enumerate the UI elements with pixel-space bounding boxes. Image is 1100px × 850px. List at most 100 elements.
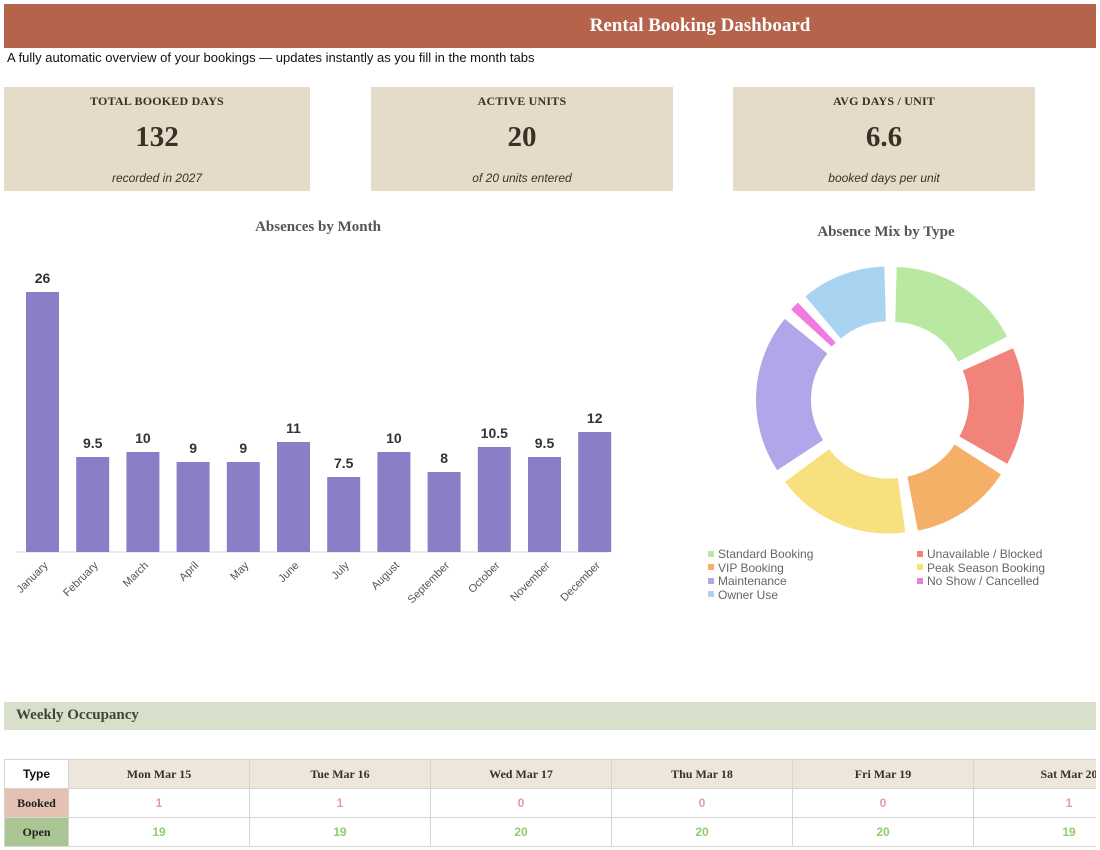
row-label-booked: Booked xyxy=(4,788,69,818)
legend-item: Unavailable / Blocked xyxy=(917,547,1042,561)
day-column-header: Sat Mar 20 xyxy=(973,759,1096,789)
kpi-label: TOTAL BOOKED DAYS xyxy=(90,94,224,108)
bar-data-label: 26 xyxy=(35,270,51,286)
slice-peak-season-booking xyxy=(784,449,906,534)
x-tick-label: March xyxy=(121,560,151,590)
open-cell: 20 xyxy=(611,817,793,847)
open-cell: 19 xyxy=(68,817,250,847)
weekly-occupancy-table: Type Mon Mar 15 Tue Mar 16 Wed Mar 17 Th… xyxy=(4,759,1096,847)
legend-item: VIP Booking xyxy=(708,561,784,575)
booked-cell: 1 xyxy=(249,788,431,818)
legend-label: VIP Booking xyxy=(718,560,784,575)
day-column-header: Mon Mar 15 xyxy=(68,759,250,789)
x-tick-label: January xyxy=(14,559,51,596)
legend-label: Maintenance xyxy=(718,574,787,588)
booked-cell: 0 xyxy=(430,788,612,818)
legend-label: Unavailable / Blocked xyxy=(927,547,1043,561)
kpi-subtext: recorded in 2027 xyxy=(111,171,203,185)
kpi-card-active-units: ACTIVE UNITS 20 of 20 units entered xyxy=(371,87,673,191)
kpi-label: AVG DAYS / UNIT xyxy=(832,94,936,108)
weekly-occupancy-header: Weekly Occupancy xyxy=(4,702,1096,730)
booked-cell: 1 xyxy=(68,788,250,818)
booked-cell: 0 xyxy=(792,788,974,818)
dashboard-subtitle: A fully automatic overview of your booki… xyxy=(7,50,535,65)
bar-data-label: 9 xyxy=(239,440,247,456)
day-column-header: Wed Mar 17 xyxy=(430,759,612,789)
slice-no-show-cancelled xyxy=(791,302,836,347)
absences-by-month-chart: 26 January 9.5 February 10 March 9 April 9 May 11 J… xyxy=(14,270,612,606)
bar-december xyxy=(578,432,612,552)
open-cell: 20 xyxy=(430,817,612,847)
dashboard-title: Rental Booking Dashboard xyxy=(589,15,811,36)
kpi-value: 20 xyxy=(507,121,537,153)
x-tick-label: October xyxy=(466,559,502,595)
dashboard-title-bar: Rental Booking Dashboard xyxy=(4,4,1096,48)
row-label-open: Open xyxy=(4,817,69,847)
legend-swatch xyxy=(708,591,714,598)
slice-standard-booking xyxy=(895,266,1008,362)
bar-march xyxy=(126,452,160,552)
legend-item: Maintenance xyxy=(708,574,787,588)
kpi-subtext: booked days per unit xyxy=(828,171,940,185)
x-tick-label: November xyxy=(508,559,553,604)
bar-data-label: 9.5 xyxy=(83,435,103,451)
x-tick-label: May xyxy=(228,559,252,583)
donut-chart-title: Absence Mix by Type xyxy=(817,224,955,240)
legend-item: Peak Season Booking xyxy=(917,561,1045,575)
legend-swatch xyxy=(708,550,714,557)
bar-data-label: 12 xyxy=(587,410,603,426)
x-tick-label: September xyxy=(406,559,453,606)
legend-swatch xyxy=(708,564,714,571)
bar-july xyxy=(327,477,361,552)
slice-vip-booking xyxy=(907,444,1001,531)
legend-label: Peak Season Booking xyxy=(927,560,1046,575)
bar-data-label: 7.5 xyxy=(334,455,354,471)
legend-label: Standard Booking xyxy=(718,547,814,561)
bar-data-label: 10 xyxy=(386,430,402,446)
x-tick-label: July xyxy=(330,559,353,582)
open-cell: 19 xyxy=(249,817,431,847)
bar-data-label: 9.5 xyxy=(535,435,555,451)
legend-label: Owner Use xyxy=(718,587,779,602)
kpi-card-avg-days-per-unit: AVG DAYS / UNIT 6.6 booked days per unit xyxy=(733,87,1035,191)
bar-february xyxy=(76,457,110,552)
bar-october xyxy=(477,447,511,552)
bar-data-label: 11 xyxy=(286,420,301,436)
absence-mix-donut-chart xyxy=(756,266,1024,534)
slice-owner-use xyxy=(805,266,886,339)
booked-cell: 1 xyxy=(973,788,1096,818)
legend-swatch xyxy=(917,550,923,557)
legend-label: No Show / Cancelled xyxy=(927,574,1040,588)
kpi-subtext: of 20 units entered xyxy=(472,171,572,185)
bar-may xyxy=(226,462,260,552)
day-column-header: Tue Mar 16 xyxy=(249,759,431,789)
open-cell: 19 xyxy=(973,817,1096,847)
bar-chart-title: Absences by Month xyxy=(255,219,381,235)
bar-january xyxy=(26,292,59,552)
legend-swatch xyxy=(708,577,714,584)
table-header-row: Type Mon Mar 15 Tue Mar 16 Wed Mar 17 Th… xyxy=(4,759,1096,789)
table-row-booked: Booked 1 1 0 0 0 1 xyxy=(4,788,1096,818)
bar-data-label: 9 xyxy=(189,440,197,456)
table-row-open: Open 19 19 20 20 20 19 xyxy=(4,817,1096,847)
open-cell: 20 xyxy=(792,817,974,847)
bar-june xyxy=(277,442,310,552)
bar-data-label: 10 xyxy=(135,430,151,446)
kpi-value: 132 xyxy=(135,121,179,153)
kpi-label: ACTIVE UNITS xyxy=(477,94,567,108)
kpi-value: 6.6 xyxy=(865,121,903,153)
x-tick-label: December xyxy=(558,559,603,604)
bar-september xyxy=(427,472,461,552)
x-tick-label: April xyxy=(177,560,201,584)
bar-november xyxy=(528,457,561,552)
legend-item: Owner Use xyxy=(708,588,778,602)
day-column-header: Thu Mar 18 xyxy=(611,759,793,789)
bar-data-label: 8 xyxy=(440,450,448,466)
legend-swatch xyxy=(917,564,923,571)
kpi-card-total-booked-days: TOTAL BOOKED DAYS 132 recorded in 2027 xyxy=(4,87,310,191)
bar-april xyxy=(176,462,210,552)
weekly-occupancy-title: Weekly Occupancy xyxy=(16,707,139,723)
bar-august xyxy=(377,452,411,552)
slice-maintenance xyxy=(756,318,828,471)
day-column-header: Fri Mar 19 xyxy=(792,759,974,789)
